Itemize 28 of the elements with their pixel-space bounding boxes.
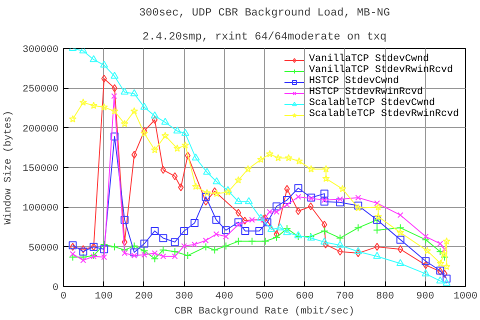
legend-label: HSTCP StdevCwnd	[308, 76, 399, 87]
y-tick-label: 0	[52, 283, 59, 294]
chart-title: 300sec, UDP CBR Background Load, MB-NG	[139, 8, 390, 20]
y-tick-label: 200000	[22, 124, 59, 136]
x-tick-label: 800	[376, 292, 394, 302]
x-tick-label: 900	[416, 292, 434, 302]
y-tick-label: 300000	[22, 45, 59, 56]
y-tick-label: 250000	[22, 84, 59, 96]
chart-subtitle: 2.4.20smp, rxint 64/64moderate on txq	[142, 32, 387, 44]
y-tick-label: 100000	[22, 204, 59, 215]
legend-label: VanillaTCP StdevCwnd	[308, 54, 429, 65]
x-tick-label: 1000	[454, 292, 478, 302]
legend-label: HSTCP StdevRwinRcvd	[308, 87, 423, 98]
x-tick-label: 200	[134, 292, 153, 302]
x-tick-label: 100	[94, 292, 113, 302]
x-tick-label: 700	[336, 292, 354, 302]
legend-label: ScalableTCP StdevCwnd	[308, 98, 435, 109]
y-tick-label: 150000	[22, 164, 59, 175]
y-tick-label: 50000	[28, 243, 59, 254]
x-axis-title: CBR Background Rate (mbit/sec)	[174, 306, 355, 318]
x-tick-label: 400	[215, 292, 234, 302]
x-tick-label: 600	[296, 292, 314, 302]
x-tick-label: 0	[60, 292, 67, 302]
x-tick-label: 500	[256, 292, 274, 302]
x-tick-label: 300	[175, 292, 194, 302]
legend-label: VanillaTCP StdevRwinRcvd	[308, 65, 453, 76]
y-axis-title: Window Size (bytes)	[2, 110, 14, 225]
legend-label: ScalableTCP StdevRwinRcvd	[308, 109, 459, 120]
